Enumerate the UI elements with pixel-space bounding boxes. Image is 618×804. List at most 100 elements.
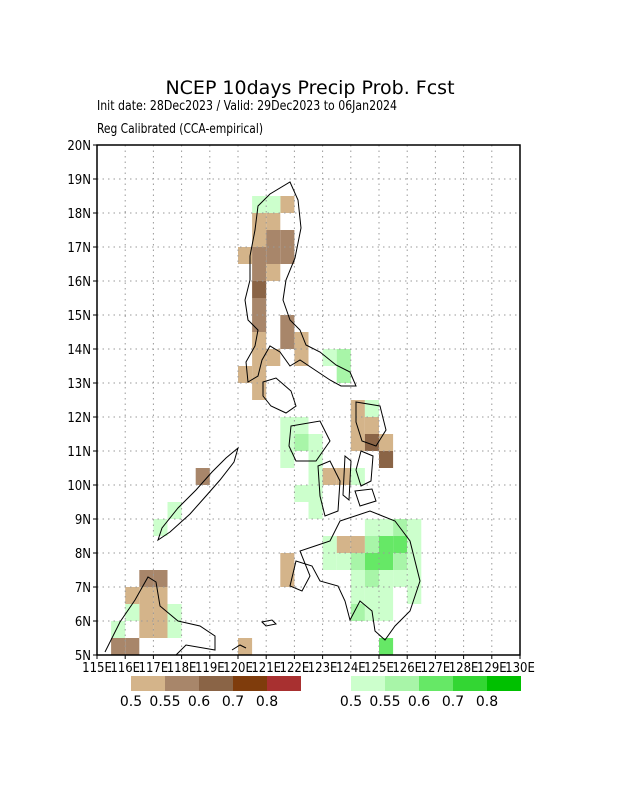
title: NCEP 10days Precip Prob. Fcst: [165, 77, 454, 99]
coastlines: [104, 181, 421, 656]
coastline: [262, 377, 297, 414]
coastline: [104, 576, 216, 656]
wet-cell: [393, 536, 408, 553]
wet-cell: [379, 604, 394, 621]
wet-cell: [308, 468, 323, 485]
wet-cell: [364, 536, 379, 553]
wet-cell: [350, 570, 365, 587]
wet-cell: [350, 553, 365, 570]
coastline: [355, 450, 374, 487]
dry-cell: [252, 281, 267, 298]
wet-cell: [280, 451, 295, 468]
dry-legend-label: 0.5: [120, 694, 142, 710]
wet-cell: [336, 349, 351, 366]
dry-cell: [294, 332, 309, 349]
coastline: [289, 510, 421, 641]
x-tick-label: 117E: [139, 661, 169, 676]
y-tick-label: 9N: [75, 513, 91, 528]
dry-cell: [153, 621, 168, 638]
dry-cell: [350, 434, 365, 451]
dry-cell: [252, 264, 267, 281]
wet-legend-swatch: [385, 676, 419, 691]
dry-cell: [280, 553, 295, 570]
x-tick-label: 122E: [280, 661, 310, 676]
dry-cell: [252, 366, 267, 383]
dry-cell: [266, 230, 281, 247]
wet-cell: [364, 400, 379, 417]
wet-cell: [379, 553, 394, 570]
dry-cell: [266, 247, 281, 264]
wet-cell: [379, 638, 394, 655]
wet-cell: [364, 553, 379, 570]
dry-cell: [336, 536, 351, 553]
y-tick-label: 7N: [75, 581, 91, 596]
subtitle: Init date: 28Dec2023 / Valid: 29Dec2023 …: [97, 99, 397, 114]
wet-cell: [379, 519, 394, 536]
wet-cell: [167, 621, 182, 638]
x-tick-label: 121E: [251, 661, 281, 676]
wet-cell: [167, 604, 182, 621]
x-tick-label: 118E: [167, 661, 197, 676]
dry-cell: [238, 247, 253, 264]
dry-legend-swatch: [267, 676, 301, 691]
coastline: [231, 619, 278, 651]
dry-cell: [266, 349, 281, 366]
wet-cell: [308, 451, 323, 468]
dry-cell: [350, 417, 365, 434]
coastline: [354, 488, 377, 507]
wet-legend-label: 0.5: [340, 694, 362, 710]
dry-legend-label: 0.6: [188, 694, 210, 710]
dry-legend-swatch: [165, 676, 199, 691]
dry-legend-swatch: [199, 676, 233, 691]
dry-cell: [238, 638, 253, 655]
wet-cell: [407, 519, 422, 536]
x-tick-label: 127E: [421, 661, 451, 676]
coastline: [317, 460, 341, 517]
y-tick-label: 11N: [67, 445, 91, 460]
wet-cell: [322, 349, 337, 366]
x-tick-label: 126E: [392, 661, 422, 676]
wet-cell: [379, 570, 394, 587]
wet-legend-swatch: [419, 676, 453, 691]
wet-legend-label: 0.6: [408, 694, 430, 710]
wet-cell: [294, 485, 309, 502]
wet-cell: [153, 519, 168, 536]
dry-cell: [252, 230, 267, 247]
dry-cell: [266, 264, 281, 281]
wet-cell: [407, 553, 422, 570]
dry-cell: [252, 247, 267, 264]
dry-legend-swatch: [233, 676, 267, 691]
wet-cell: [407, 570, 422, 587]
y-tick-label: 10N: [67, 479, 91, 494]
y-tick-label: 13N: [67, 377, 91, 392]
x-tick-label: 124E: [336, 661, 366, 676]
dry-cell: [153, 604, 168, 621]
dry-cell: [153, 587, 168, 604]
wet-cell: [308, 502, 323, 519]
y-tick-label: 6N: [75, 615, 91, 630]
dry-cell: [252, 349, 267, 366]
wet-cell: [350, 587, 365, 604]
x-tick-label: 120E: [223, 661, 253, 676]
wet-cell: [407, 587, 422, 604]
dry-cell: [125, 638, 140, 655]
dry-cell: [252, 298, 267, 315]
wet-cell: [294, 434, 309, 451]
wet-cell: [308, 434, 323, 451]
wet-cell: [167, 502, 182, 519]
coastline: [288, 420, 331, 462]
dry-cell: [195, 468, 210, 485]
dry-cell: [379, 451, 394, 468]
dry-cell: [350, 536, 365, 553]
y-tick-label: 12N: [67, 411, 91, 426]
dry-cell: [280, 315, 295, 332]
wet-cell: [125, 604, 140, 621]
dry-cell: [139, 570, 154, 587]
wet-legend-swatch: [487, 676, 521, 691]
dry-cell: [280, 230, 295, 247]
coastline: [244, 181, 357, 387]
dry-cell: [252, 213, 267, 230]
dry-cell: [364, 434, 379, 451]
